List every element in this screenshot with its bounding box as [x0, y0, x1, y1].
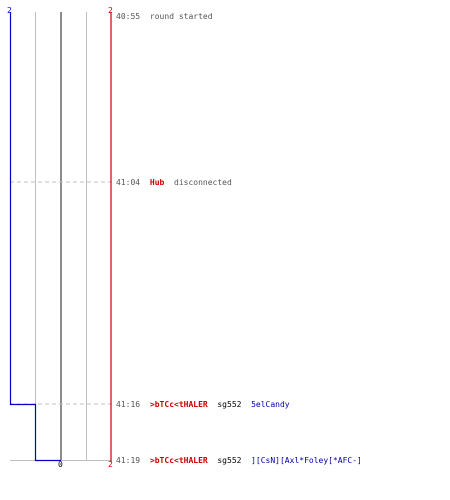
event-time: 41:04: [116, 178, 140, 187]
event-line: 41:04 Hub disconnected: [116, 178, 232, 187]
event-line: 41:16 >bTCc<tHALER sg552 5elCandy: [116, 400, 290, 409]
blue-team-line: [9, 12, 61, 462]
top-left-label: 2: [7, 6, 12, 15]
event-time: 41:19: [116, 456, 140, 465]
killer-name: >bTCc<tHALER: [150, 456, 208, 465]
bottom-center-label: 0: [58, 460, 63, 469]
bottom-right-label: 2: [108, 460, 113, 469]
event-message: round started: [150, 12, 213, 21]
event-time: 40:55: [116, 12, 140, 21]
weapon-name: sg552: [213, 400, 247, 409]
victim-name: ][CsN][Axl*Foley[*AFC-]: [251, 456, 362, 465]
event-line: 41:19 >bTCc<tHALER sg552 ][CsN][Axl*Fole…: [116, 456, 362, 465]
top-right-label: 2: [108, 6, 113, 15]
weapon-name: sg552: [213, 456, 247, 465]
event-line: 40:55 round started: [116, 12, 213, 21]
killer-name: >bTCc<tHALER: [150, 400, 208, 409]
event-time: 41:16: [116, 400, 140, 409]
victim-name: 5elCandy: [251, 400, 290, 409]
player-name: Hub: [150, 178, 165, 187]
event-message: disconnected: [169, 178, 232, 187]
